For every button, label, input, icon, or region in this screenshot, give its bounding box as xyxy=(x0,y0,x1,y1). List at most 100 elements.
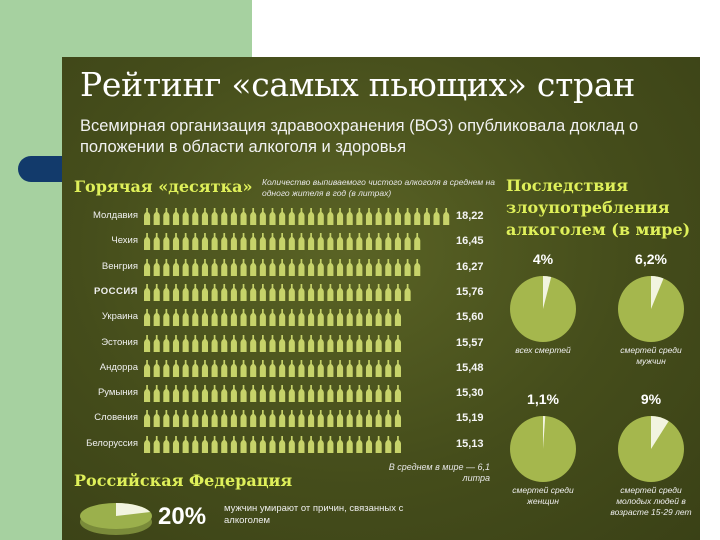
bottle-mark xyxy=(221,233,228,251)
bottle-mark xyxy=(230,334,237,352)
country-label: Украина xyxy=(101,311,138,323)
bottle-mark xyxy=(172,435,180,453)
bottle-mark xyxy=(288,208,295,225)
bottle-mark xyxy=(211,410,218,428)
pie-caption: смертей среди женщин xyxy=(512,485,574,506)
bottle-mark xyxy=(298,334,305,352)
bottle-mark xyxy=(221,258,228,276)
bottle-mark xyxy=(182,385,189,403)
bottle-mark xyxy=(356,435,363,453)
pie-caption: смертей среди мужчин xyxy=(620,345,682,366)
bottle-mark xyxy=(163,283,170,301)
bottle-mark xyxy=(288,359,295,377)
table-row: Молдавия 18,22 xyxy=(62,205,502,229)
bottle-mark xyxy=(385,359,392,377)
bottle-mark xyxy=(327,283,334,301)
bottle-mark xyxy=(230,385,237,403)
bottle-mark xyxy=(221,208,228,225)
table-row: Белоруссия 15,13 xyxy=(62,433,502,457)
table-row: Эстония 15,57 xyxy=(62,332,502,356)
value-label: 15,76 xyxy=(456,285,484,298)
bottle-mark xyxy=(201,283,208,301)
russia-disc-chart xyxy=(80,503,152,535)
bottle-mark xyxy=(298,208,305,225)
bottle-mark xyxy=(317,258,324,276)
pie-percent: 6,2% xyxy=(635,251,667,267)
bottle-mark xyxy=(153,233,160,251)
bottle-mark xyxy=(240,208,247,225)
bottle-mark xyxy=(144,233,151,251)
bottle-mark xyxy=(433,208,440,225)
bottle-mark xyxy=(153,283,160,301)
bottle-mark xyxy=(394,359,401,377)
table-row: РОССИЯ 15,76 xyxy=(62,281,502,305)
bottle-mark xyxy=(288,258,295,276)
bottle-mark xyxy=(414,233,421,251)
bottle-mark xyxy=(230,309,237,327)
bottle-mark xyxy=(192,435,199,453)
bottle-mark xyxy=(346,334,353,352)
pie-item: 4% всех смертей xyxy=(498,251,588,356)
bottle-mark xyxy=(327,385,334,403)
value-label: 16,45 xyxy=(456,235,484,248)
bottle-mark xyxy=(308,410,315,428)
value-label: 15,57 xyxy=(456,336,484,349)
bottle-mark xyxy=(308,334,315,352)
bottle-mark xyxy=(182,208,189,225)
bottle-mark xyxy=(182,233,189,251)
bottle-mark xyxy=(308,309,315,327)
bottle-mark xyxy=(250,283,257,301)
bottle-mark xyxy=(250,233,257,251)
pie-caption: смертей среди молодых людей в возрасте 1… xyxy=(610,485,692,517)
bottle-mark xyxy=(163,435,170,453)
bottle-mark xyxy=(279,334,286,352)
bottle-mark xyxy=(201,233,208,251)
bottle-mark xyxy=(192,410,199,428)
bottle-mark xyxy=(211,283,218,301)
bottle-mark xyxy=(144,208,151,225)
bottle-mark xyxy=(394,410,401,428)
bottle-mark xyxy=(327,334,334,352)
bottle-mark xyxy=(172,309,180,327)
bottle-mark xyxy=(201,435,208,453)
table-row: Словения 15,19 xyxy=(62,407,502,431)
bottle-mark xyxy=(221,410,228,428)
bottle-mark xyxy=(211,258,218,276)
bottle-mark xyxy=(230,208,237,225)
bottle-mark xyxy=(211,435,218,453)
bottle-mark xyxy=(385,233,392,251)
bottle-mark xyxy=(356,208,363,225)
pie-chart xyxy=(510,276,576,342)
bottle-mark xyxy=(259,309,266,327)
bottle-mark xyxy=(337,435,344,453)
bottle-mark xyxy=(385,309,392,327)
bottle-mark xyxy=(240,334,247,352)
pie-item: 6,2% смертей среди мужчин xyxy=(606,251,696,367)
bottle-mark xyxy=(394,334,401,352)
bottle-bar xyxy=(144,283,411,301)
bottle-mark xyxy=(240,309,247,327)
bottle-mark xyxy=(375,410,382,428)
bottle-mark xyxy=(337,334,344,352)
bottle-mark xyxy=(211,334,218,352)
bottle-mark xyxy=(317,435,324,453)
bottle-mark xyxy=(365,410,373,428)
bottle-mark xyxy=(298,283,305,301)
country-label: Чехия xyxy=(111,235,138,247)
bottle-mark xyxy=(298,410,305,428)
bottle-mark xyxy=(337,359,344,377)
pie-item: 1,1% смертей среди женщин xyxy=(498,391,588,507)
bottle-mark xyxy=(279,410,286,428)
bottle-mark xyxy=(317,233,324,251)
bottle-mark xyxy=(279,435,286,453)
bottle-mark xyxy=(172,258,180,276)
bottle-mark xyxy=(279,233,286,251)
bottle-mark xyxy=(298,435,305,453)
bottle-mark xyxy=(211,385,218,403)
bottle-mark xyxy=(211,208,218,225)
bottle-mark xyxy=(163,334,170,352)
page-title: Рейтинг «самых пьющих» стран xyxy=(80,65,635,104)
bottle-mark xyxy=(250,435,257,453)
bottle-mark xyxy=(279,283,286,301)
bottle-mark xyxy=(317,410,324,428)
